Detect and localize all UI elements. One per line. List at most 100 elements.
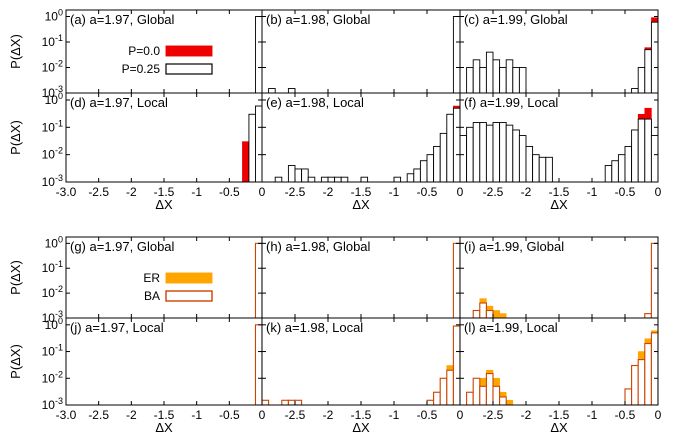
histogram-bar (624, 388, 633, 405)
histogram-bar (426, 399, 435, 405)
x-tick-label: -1.5 (154, 185, 175, 199)
histogram-bar (242, 141, 250, 182)
bars (254, 242, 262, 318)
y-tick-label: 100 (45, 234, 63, 250)
histogram-bar (466, 126, 474, 182)
histogram-bar (413, 168, 421, 182)
bars (466, 17, 658, 93)
x-tick-label: -2.5 (88, 408, 109, 422)
x-tick-label: -1.5 (549, 185, 570, 199)
x-tick-label: -0.5 (417, 185, 438, 199)
x-tick-label: -2 (323, 408, 334, 422)
x-tick-label: -2.5 (285, 408, 306, 422)
bars (460, 107, 658, 182)
y-tick-label: 10-3 (42, 396, 63, 412)
histogram-bar (334, 176, 342, 182)
x-tick-label: -2 (323, 185, 334, 199)
x-axis-label: ΔX (352, 420, 370, 435)
x-tick-label: -1 (191, 185, 202, 199)
x-tick-label: 0 (259, 408, 266, 422)
x-tick-label: -2.5 (88, 185, 109, 199)
histogram-bar (479, 302, 487, 318)
histogram-bar (433, 145, 441, 182)
histogram-bar (340, 176, 349, 182)
histogram-bar (262, 399, 270, 405)
y-tick-label: 10-3 (42, 173, 63, 189)
panel-label: (a) a=1.97, Global (70, 12, 175, 27)
x-tick-label: 0 (457, 185, 464, 199)
panel-b: (b) a=1.98, Global (261, 9, 461, 94)
y-tick-label: 100 (45, 8, 63, 24)
panel-label: (d) a=1.97, Local (70, 95, 168, 110)
x-tick-label: -1 (191, 408, 202, 422)
histogram-bar (650, 332, 658, 405)
x-tick-label: -2.5 (483, 185, 504, 199)
histogram-bar (287, 88, 296, 93)
histogram-bar (452, 107, 460, 182)
histogram-bar (406, 173, 415, 182)
histogram-bar (479, 385, 487, 405)
histogram-bar (637, 118, 646, 182)
y-tick-label: 100 (45, 91, 63, 107)
histogram-bar (604, 165, 613, 182)
legend-label: BA (144, 289, 160, 303)
histogram-bar (499, 313, 507, 318)
panel-e: (e) a=1.98, Local -2.5 -2 -1.5 -1 -0.5 0 ΔX (261, 92, 464, 212)
histogram-bar (637, 67, 646, 93)
x-tick-label: -2.5 (483, 408, 504, 422)
x-tick-label: -1.5 (154, 408, 175, 422)
legend-swatch (165, 272, 213, 284)
y-tick-label: 10-3 (42, 84, 63, 100)
x-tick-label: -1 (389, 408, 400, 422)
histogram-bar (485, 309, 494, 318)
histogram-bar (644, 342, 652, 405)
x-axis-label: ΔX (550, 420, 568, 435)
panel-g: (g) a=1.97, Global 100 10-1 10-2 10-3 P(ΔX) (8, 234, 263, 325)
y-tick-label: 10-2 (42, 369, 63, 385)
panel-f: (f) a=1.99, Local -2.5 -2 -1.5 -1 -0.5 0 ΔX (459, 92, 662, 212)
histogram-bar (460, 135, 468, 182)
histogram-bar (505, 124, 514, 182)
histogram-bar (274, 176, 283, 182)
panel-label: (c) a=1.99, Global (464, 12, 568, 27)
histogram-bar (505, 399, 514, 405)
histogram-bar (631, 88, 639, 93)
histogram-bar (248, 113, 256, 182)
histogram-bar (631, 129, 639, 182)
histogram-bar (452, 325, 460, 405)
x-axis-label: ΔX (352, 197, 370, 212)
histogram-bar (254, 242, 262, 318)
x-tick-label: -1 (587, 408, 598, 422)
histogram-bar (393, 176, 402, 182)
panel-label: (i) a=1.99, Global (464, 239, 564, 254)
panel-label: (l) a=1.99, Local (464, 320, 558, 335)
histogram-bar (644, 118, 652, 182)
legend-swatch (165, 290, 213, 302)
panel-i: (i) a=1.99, Global (459, 236, 659, 319)
panel-label: (h) a=1.98, Global (266, 239, 371, 254)
x-axis-label: ΔX (550, 197, 568, 212)
x-tick-label: -0.5 (219, 408, 240, 422)
histogram-bar (512, 67, 520, 93)
panel-h: (h) a=1.98, Global (261, 236, 461, 319)
histogram-bar (499, 67, 507, 93)
x-tick-label: -3.0 (56, 185, 77, 199)
y-tick-label: 10-3 (42, 309, 63, 325)
y-tick-label: 10-2 (42, 146, 63, 162)
histogram-bar (301, 168, 309, 182)
histogram-bar (466, 391, 474, 405)
histogram-bar (360, 176, 369, 182)
panel-label: (f) a=1.99, Local (464, 95, 558, 110)
histogram-bar (538, 156, 547, 182)
histogram-bar (492, 310, 500, 318)
histogram-bar (492, 59, 501, 93)
x-tick-label: -0.5 (615, 408, 636, 422)
x-axis-label: ΔX (155, 197, 173, 212)
histogram-bar (492, 122, 501, 182)
panel-j: (j) a=1.97, Local 100 10-1 10-2 10-3 P(ΔX) -3.… (8, 316, 266, 435)
x-tick-label: 0 (259, 185, 266, 199)
bars (254, 324, 262, 405)
bars (242, 105, 262, 182)
x-tick-label: -0.5 (219, 185, 240, 199)
